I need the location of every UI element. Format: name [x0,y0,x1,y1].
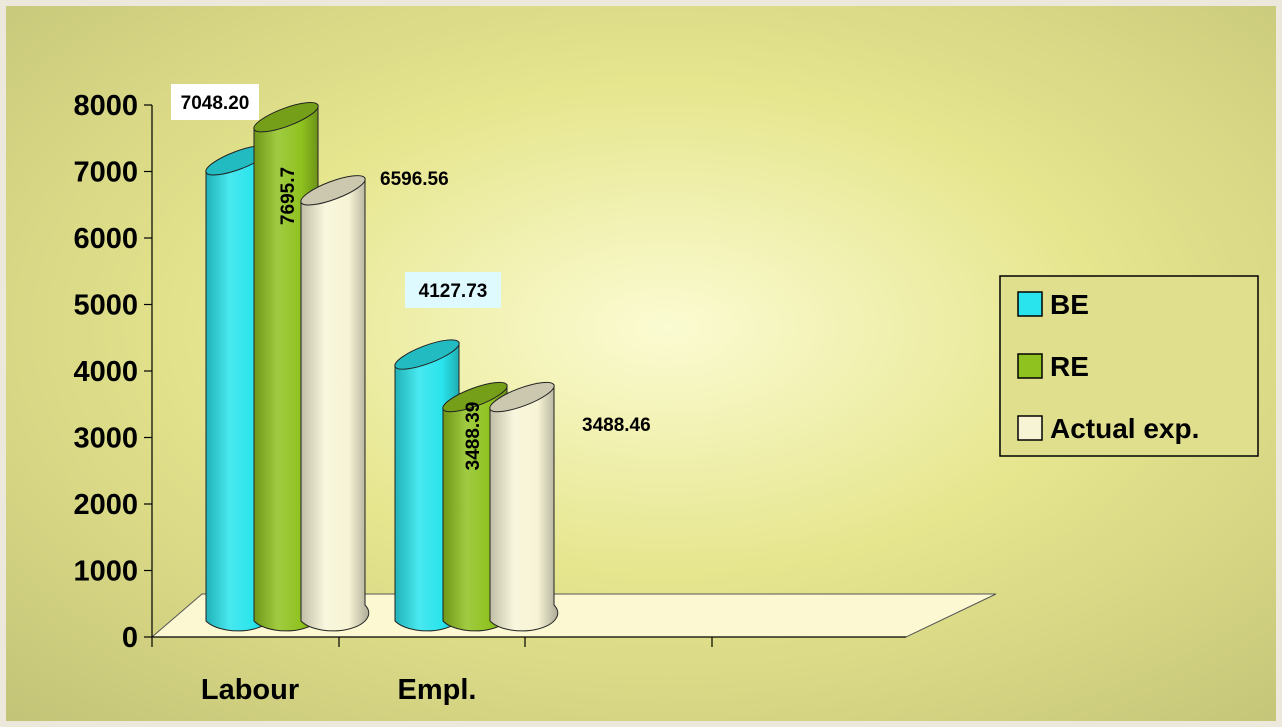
legend: BE RE Actual exp. [999,275,1259,457]
x-axis: Labour Empl. [151,636,906,706]
data-label: 7048.20 [181,93,250,114]
data-label: 7695.7 [278,167,299,225]
legend-box [999,275,1259,457]
y-tick-label: 5000 [73,290,138,322]
y-tick-label: 7000 [73,157,138,189]
data-label: 3488.46 [582,415,651,436]
y-tick-label: 2000 [73,489,138,521]
data-label: 4127.73 [419,281,488,302]
data-labels: 7048.20 4127.73 7695.7 3488.39 6596.56 3488.4… [171,84,651,470]
bar-top [442,381,508,413]
y-tick-label: 0 [122,622,138,654]
bar-top [300,175,366,206]
bar-top [394,339,460,370]
data-label-box [171,84,259,120]
bars [205,102,559,632]
data-label-box [405,272,501,308]
y-axis: 0 1000 2000 3000 4000 5000 6000 7000 8000 [73,90,153,654]
data-label: 3488.39 [463,402,484,471]
legend-label: RE [1050,351,1089,382]
y-tick-label: 3000 [73,423,138,455]
y-tick-label: 8000 [73,90,138,122]
legend-swatch [1017,415,1043,441]
x-tick-label: Labour [201,674,299,706]
chart-svg: 0 1000 2000 3000 4000 5000 6000 7000 8000 Labour… [6,6,1276,721]
bar [300,177,370,632]
x-tick-label: Empl. [398,674,477,706]
legend-label: BE [1050,289,1089,320]
bar [489,384,559,632]
bar-top [489,381,555,413]
legend-swatch [1017,291,1043,317]
y-tick-label: 4000 [73,356,138,388]
y-tick-label: 1000 [73,556,138,588]
legend-swatch [1017,353,1043,379]
chart-frame: 0 1000 2000 3000 4000 5000 6000 7000 8000 Labour… [6,6,1276,721]
bar-top [253,102,319,133]
legend-label: Actual exp. [1050,413,1199,444]
y-tick-label: 6000 [73,223,138,255]
data-label: 6596.56 [380,169,449,190]
